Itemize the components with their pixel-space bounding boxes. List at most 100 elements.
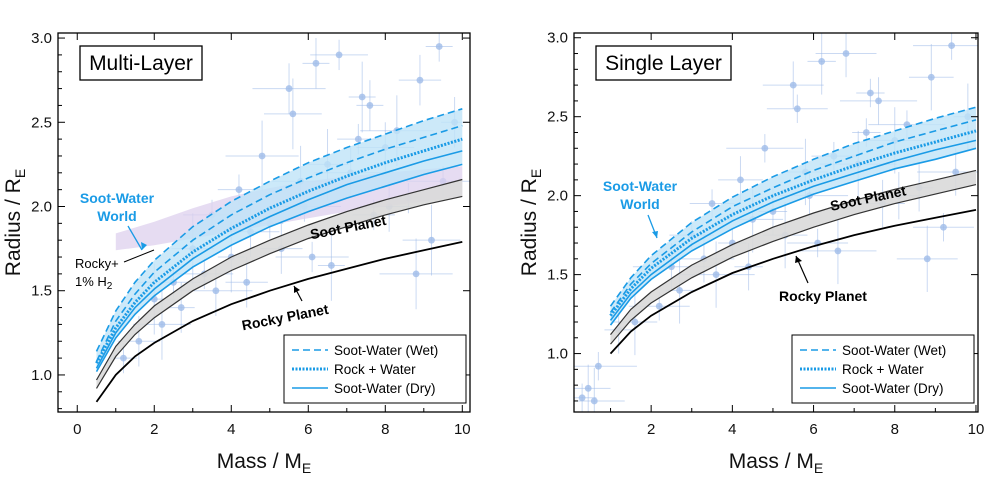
planet-marker (258, 152, 266, 160)
rocky-planet-label: Rocky Planet (779, 288, 867, 304)
planet-point (356, 80, 384, 131)
planet-point (348, 61, 376, 133)
plot-frame (57, 32, 471, 413)
planet-marker (927, 73, 935, 81)
x-axis-title-subscript: E (814, 460, 823, 476)
planet-marker (428, 236, 435, 244)
soot-water-world-arrowhead (652, 231, 658, 238)
soot-water-world-label: Soot-Water (603, 178, 678, 194)
planet-point (856, 78, 885, 108)
planet-marker (862, 129, 870, 136)
planet-marker (590, 397, 598, 405)
legend: Soot-Water (Wet) Rock + Water Soot-Water (… (791, 334, 975, 404)
x-tick-label: 6 (809, 421, 817, 438)
planet-point (913, 213, 974, 242)
planet-marker (285, 85, 293, 92)
planet-marker (708, 200, 716, 207)
rocky-planet-label: Rocky Planet (240, 301, 330, 334)
legend-label: Soot-Water (Wet) (842, 343, 946, 358)
planet-marker (867, 89, 874, 97)
y-tick-label: 3.0 (31, 30, 52, 47)
planet-point (807, 33, 836, 95)
x-tick-label: 8 (381, 421, 389, 438)
x-tick-label: 6 (304, 421, 312, 438)
planet-point (225, 120, 299, 192)
plot-frame (573, 32, 979, 413)
x-axis-title-subscript: E (302, 460, 311, 476)
planet-point (252, 63, 326, 114)
planet-point (275, 241, 349, 273)
y-axis-title: Radius / RE (518, 169, 544, 276)
soot-water-world-label: World (620, 196, 659, 212)
legend-label: Soot-Water (Wet) (334, 343, 438, 358)
planet-marker (135, 337, 143, 345)
dry-lower-line (609, 147, 977, 326)
x-tick-label: 2 (647, 421, 655, 438)
y-axis-title-main: Radius / R (2, 178, 25, 276)
planet-point (574, 367, 625, 412)
panel-title: Multi-Layer (89, 52, 193, 75)
planet-marker (948, 42, 956, 50)
rocky-h2-label: Rocky+ (75, 256, 119, 271)
x-tick-label: 2 (150, 421, 158, 438)
wet-lower-line (609, 119, 977, 313)
planet-marker (761, 144, 769, 152)
planet-marker (416, 76, 424, 84)
y-tick-label: 1.0 (31, 367, 52, 384)
planet-point (302, 38, 330, 89)
planet-marker (289, 110, 297, 118)
dry-upper-line (609, 139, 977, 321)
y-axis-title-main: Radius / R (518, 178, 541, 276)
planet-marker (655, 302, 663, 310)
planet-point (425, 33, 453, 62)
planet-point (310, 39, 368, 71)
soot-water-world-label: World (97, 208, 136, 224)
planet-marker (158, 321, 166, 328)
x-tick-label: 10 (454, 421, 471, 438)
y-tick-label: 3.0 (547, 30, 568, 47)
planet-point (574, 364, 611, 412)
y-axis-title: Radius / RE (2, 169, 28, 276)
planet-point (264, 78, 322, 150)
legend-label: Rock + Water (334, 362, 416, 377)
planet-marker (818, 58, 826, 65)
planet-point (815, 33, 877, 78)
panel-title-box (595, 45, 732, 81)
dry-upper-line (95, 150, 463, 369)
soot-water-world-label: Soot-Water (80, 190, 155, 206)
rocky-line (609, 209, 977, 355)
rocky-h2-label-main: 1% H (75, 274, 107, 289)
planet-point (574, 351, 637, 381)
rocky-planet-arrowhead (294, 286, 300, 293)
soot-water-band (96, 108, 463, 372)
planet-marker (177, 304, 185, 311)
y-tick-label: 2.5 (547, 109, 568, 126)
planet-marker (578, 394, 586, 402)
planet-marker (354, 135, 362, 143)
x-tick-label: 4 (227, 421, 235, 438)
soot-lower-line (610, 184, 977, 345)
y-tick-label: 2.0 (31, 198, 52, 215)
soot-lower-line (95, 195, 463, 389)
planet-point (896, 225, 958, 292)
soot-upper-line (610, 169, 977, 335)
legend-label: Soot-Water (Dry) (334, 381, 436, 396)
planet-marker (875, 97, 882, 105)
planet-point (317, 230, 345, 301)
y-tick-label: 2.0 (547, 188, 568, 205)
wet-upper-line (95, 108, 463, 352)
planet-marker (842, 50, 850, 57)
rocky-h2-label-subscript: 2 (107, 281, 113, 292)
planet-marker (584, 384, 592, 392)
planet-marker (793, 105, 801, 113)
planet-marker (594, 362, 602, 370)
legend: Soot-Water (Wet) Rock + Water Soot-Water (… (283, 334, 467, 404)
x-tick-label: 0 (73, 421, 81, 438)
soot-water-world-arrowhead (141, 242, 147, 250)
planet-point (908, 44, 954, 111)
y-axis-title-subscript: E (528, 169, 544, 178)
x-tick-label: 8 (891, 421, 899, 438)
panel-title: Single Layer (605, 52, 722, 75)
